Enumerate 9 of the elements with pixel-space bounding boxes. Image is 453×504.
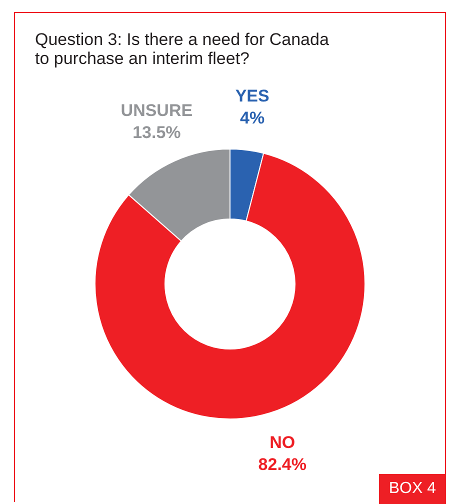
data-label: 13.5% xyxy=(132,122,181,142)
slice-label: UNSURE xyxy=(120,100,193,120)
data-label: 4% xyxy=(240,108,265,128)
text: BOX 4 xyxy=(378,474,446,504)
donut-slice xyxy=(94,152,366,420)
slice-label: NO xyxy=(270,433,296,452)
data-label: 82.4% xyxy=(258,455,306,474)
chart-title: Question 3: Is there a need for Canada to purchase an interim fleet? xyxy=(35,30,330,68)
slice-label: YES xyxy=(235,86,270,106)
